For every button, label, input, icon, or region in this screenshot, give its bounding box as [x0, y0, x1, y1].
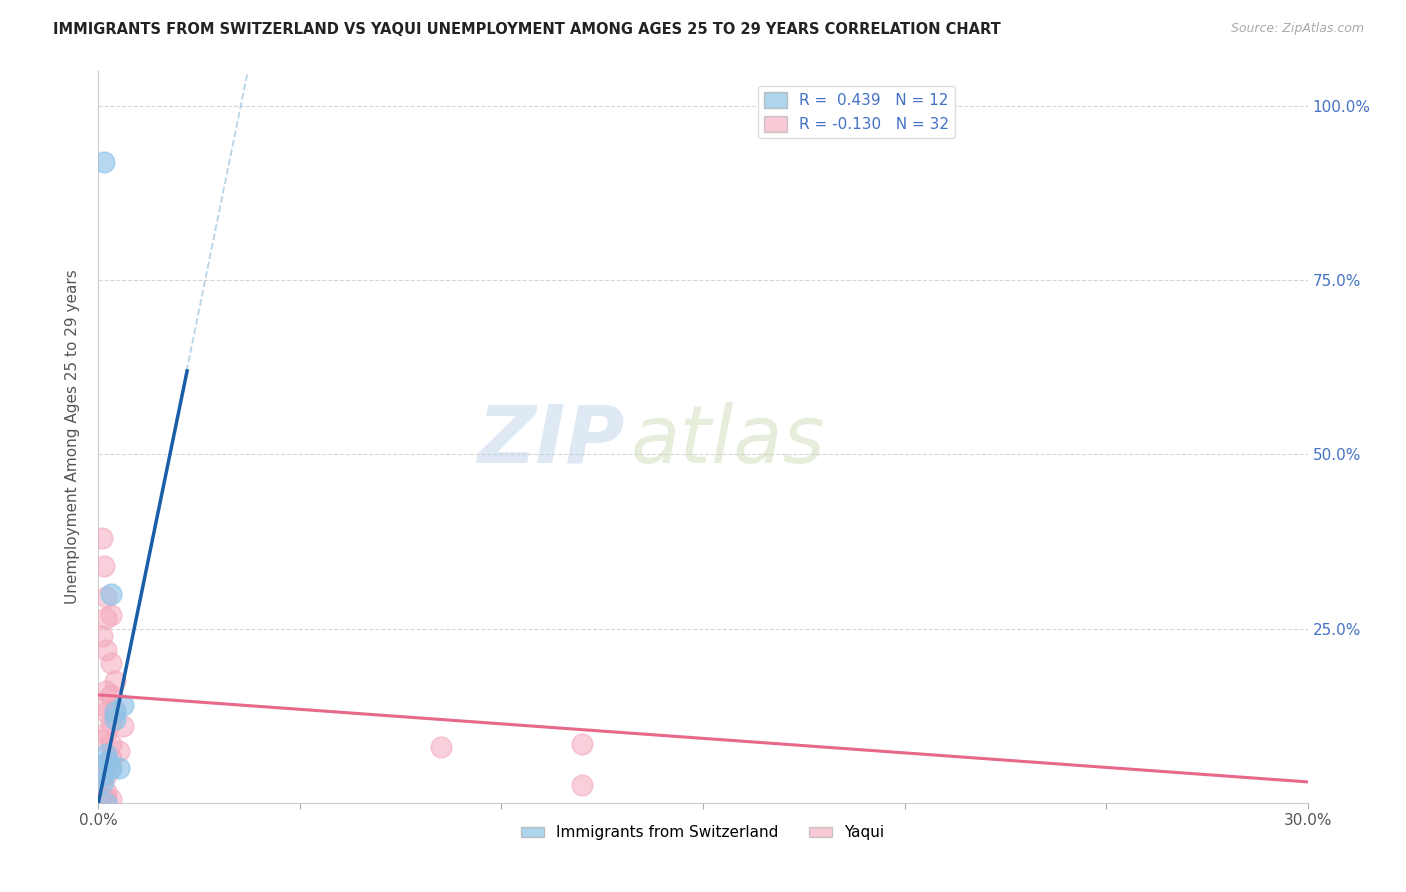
Point	[96, 684, 118, 698]
Point	[91, 768, 114, 782]
Text: ZIP: ZIP	[477, 401, 624, 480]
Point	[91, 733, 114, 747]
Point	[96, 792, 118, 806]
Point	[96, 792, 118, 806]
Text: IMMIGRANTS FROM SWITZERLAND VS YAQUI UNEMPLOYMENT AMONG AGES 25 TO 29 YEARS CORR: IMMIGRANTS FROM SWITZERLAND VS YAQUI UNE…	[53, 22, 1001, 37]
Point	[100, 607, 122, 622]
Point	[91, 629, 114, 643]
Point	[100, 737, 122, 751]
Text: Source: ZipAtlas.com: Source: ZipAtlas.com	[1230, 22, 1364, 36]
Point	[96, 726, 118, 740]
Point	[91, 772, 114, 786]
Point	[96, 611, 118, 625]
Point	[103, 673, 125, 688]
Point	[100, 761, 122, 775]
Point	[430, 740, 453, 755]
Point	[107, 761, 129, 775]
Point	[103, 702, 125, 716]
Point	[111, 719, 134, 733]
Point	[96, 796, 118, 810]
Point	[93, 155, 115, 169]
Text: atlas: atlas	[630, 401, 825, 480]
Point	[96, 642, 118, 657]
Point	[97, 754, 120, 768]
Point	[571, 778, 593, 792]
Point	[96, 705, 118, 719]
Point	[96, 768, 118, 782]
Point	[103, 705, 125, 719]
Point	[91, 775, 114, 789]
Point	[100, 715, 122, 730]
Point	[100, 792, 122, 806]
Point	[100, 657, 122, 671]
Point	[93, 558, 115, 573]
Point	[571, 737, 593, 751]
Point	[96, 591, 118, 605]
Legend: Immigrants from Switzerland, Yaqui: Immigrants from Switzerland, Yaqui	[515, 819, 891, 847]
Point	[100, 750, 122, 764]
Y-axis label: Unemployment Among Ages 25 to 29 years: Unemployment Among Ages 25 to 29 years	[65, 269, 80, 605]
Point	[96, 785, 118, 799]
Point	[100, 587, 122, 601]
Point	[96, 757, 118, 772]
Point	[100, 761, 122, 775]
Point	[91, 531, 114, 545]
Point	[100, 688, 122, 702]
Point	[107, 743, 129, 757]
Point	[103, 712, 125, 726]
Point	[111, 698, 134, 713]
Point	[96, 747, 118, 761]
Point	[93, 698, 115, 713]
